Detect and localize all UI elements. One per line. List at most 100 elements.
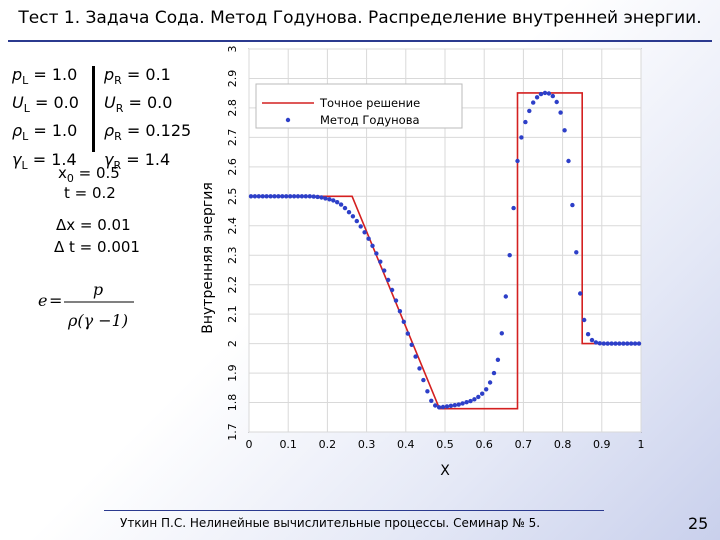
slide-title: Тест 1. Задача Сода. Метод Годунова. Рас… — [18, 8, 702, 28]
godunov-point — [491, 370, 497, 376]
y-tick-label: 1.8 — [226, 394, 239, 412]
godunov-point — [358, 224, 363, 229]
godunov-point — [562, 128, 567, 133]
godunov-point — [335, 200, 340, 205]
param-time: t = 0.2 — [64, 184, 116, 202]
godunov-point — [585, 332, 591, 337]
formula-equals: = — [49, 291, 62, 310]
godunov-point — [327, 197, 332, 202]
godunov-point — [472, 397, 477, 402]
godunov-point — [554, 99, 559, 105]
godunov-point — [578, 291, 583, 296]
godunov-point — [264, 194, 269, 199]
param-gamma-right: γR = 1.4 — [104, 149, 171, 172]
godunov-point — [523, 119, 528, 125]
godunov-point — [331, 198, 336, 203]
godunov-point — [370, 243, 375, 248]
x-axis-label: X — [440, 463, 450, 479]
x-tick-label: 0.4 — [397, 438, 415, 451]
godunov-point — [382, 268, 387, 273]
godunov-point — [295, 194, 301, 199]
godunov-point — [288, 194, 293, 199]
godunov-point — [272, 194, 277, 199]
y-tick-label: 2.2 — [226, 276, 239, 294]
godunov-point — [589, 337, 595, 343]
godunov-point — [534, 95, 540, 100]
godunov-point — [440, 404, 446, 410]
godunov-point — [538, 91, 544, 97]
godunov-point — [417, 366, 422, 371]
godunov-point — [374, 251, 379, 256]
x-tick-label: 0.8 — [554, 438, 572, 451]
godunov-point — [291, 194, 297, 199]
godunov-point — [515, 158, 520, 164]
x-tick-label: 0.2 — [319, 438, 337, 451]
godunov-point — [480, 391, 485, 396]
godunov-point — [448, 403, 454, 408]
x-tick-label: 0 — [246, 438, 253, 451]
godunov-point — [436, 405, 442, 410]
y-tick-label: 1.7 — [226, 423, 239, 441]
godunov-point — [346, 210, 352, 215]
godunov-point — [252, 194, 258, 199]
godunov-point — [605, 341, 610, 346]
godunov-point — [248, 194, 254, 199]
godunov-point — [444, 404, 450, 409]
formula-numerator: p — [93, 282, 103, 299]
godunov-point — [315, 194, 320, 200]
params-divider — [92, 66, 95, 152]
footer-divider — [104, 510, 604, 511]
godunov-point — [319, 195, 324, 200]
godunov-point — [574, 250, 579, 255]
godunov-point — [284, 194, 289, 199]
godunov-point — [456, 402, 461, 407]
godunov-point — [386, 277, 391, 283]
y-tick-label: 3 — [226, 46, 239, 53]
y-tick-label: 2 — [226, 340, 239, 347]
godunov-point — [405, 331, 410, 336]
godunov-point — [468, 398, 473, 404]
godunov-point — [507, 253, 512, 258]
godunov-point — [421, 377, 426, 383]
godunov-point — [487, 380, 493, 385]
energy-formula: e = p ρ(γ −1) — [38, 282, 134, 330]
godunov-point — [338, 202, 344, 207]
godunov-point — [354, 218, 359, 224]
godunov-point — [366, 236, 371, 241]
param-x0: x0 = 0.5 — [58, 164, 120, 185]
godunov-point — [531, 100, 536, 105]
godunov-point — [311, 194, 316, 199]
godunov-point — [558, 110, 563, 115]
param-dx: Δx = 0.01 — [56, 216, 131, 234]
godunov-point — [342, 205, 348, 211]
formula-denominator: ρ(γ −1) — [67, 311, 128, 330]
godunov-point — [393, 298, 399, 303]
godunov-point — [617, 341, 622, 346]
godunov-point — [542, 90, 548, 96]
param-u-left: UL = 0.0 — [12, 93, 79, 116]
x-tick-label: 0.7 — [515, 438, 533, 451]
x-tick-label: 0.9 — [593, 438, 611, 451]
godunov-point — [280, 194, 285, 199]
y-tick-label: 2.7 — [226, 129, 239, 147]
godunov-point — [484, 387, 489, 392]
godunov-point — [429, 398, 434, 403]
tick-labels: 0 0.1 0.2 0.3 0.4 0.5 0.6 0.7 0.8 0.9 1 1.7 1.8 1.9 2 2… — [226, 46, 645, 452]
x-tick-label: 1 — [638, 438, 645, 451]
x-tick-label: 0.5 — [436, 438, 454, 451]
legend-godunov-label: Метод Годунова — [320, 113, 420, 127]
godunov-point — [527, 108, 532, 114]
godunov-point — [550, 93, 555, 99]
godunov-point — [378, 259, 383, 264]
godunov-point — [323, 196, 328, 201]
y-axis-label: Внутренняя энергия — [200, 182, 216, 334]
y-tick-label: 2.5 — [226, 188, 239, 206]
godunov-point — [256, 194, 261, 199]
godunov-point — [401, 319, 406, 324]
godunov-point — [413, 354, 418, 359]
footer-text: Уткин П.С. Нелинейные вычислительные про… — [120, 516, 541, 530]
godunov-point — [593, 340, 599, 345]
page-number: 25 — [688, 514, 709, 533]
godunov-point — [299, 194, 305, 199]
